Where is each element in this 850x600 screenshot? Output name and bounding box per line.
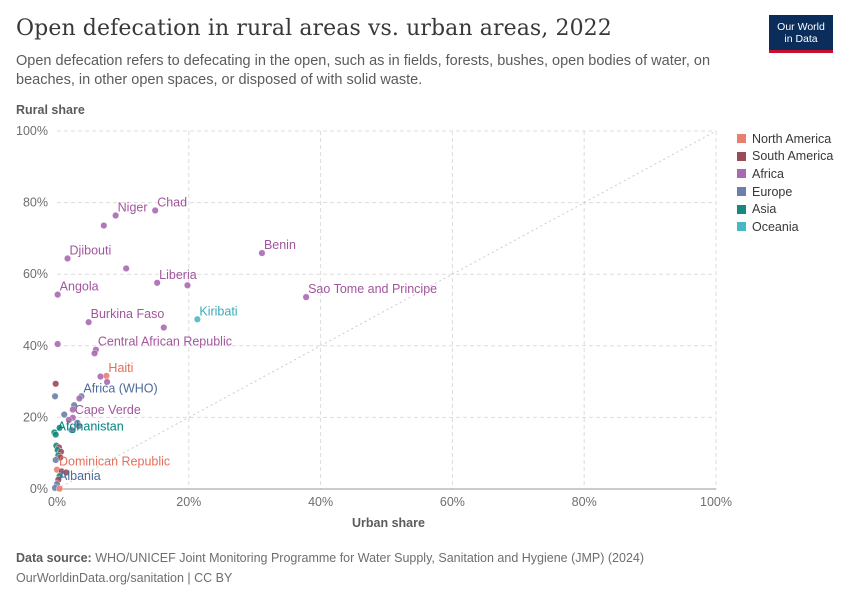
point[interactable] (75, 394, 83, 402)
x-tick-label: 80% (572, 495, 597, 509)
point-label-africa-who-: Africa (WHO) (83, 381, 157, 395)
point-label-central-african-republic: Central African Republic (98, 335, 232, 349)
x-tick-label: 0% (48, 495, 66, 509)
chart-subtitle: Open defecation refers to defecating in … (16, 53, 711, 88)
point-burkina-faso[interactable] (85, 318, 93, 326)
x-tick-label: 40% (308, 495, 333, 509)
point[interactable] (91, 349, 99, 357)
logo-line-2: in Data (784, 33, 818, 45)
points-layer (50, 206, 310, 493)
axis-layer: 0% 20% 40% 60% 80% 100% 0% 20% 40% 60% 80% 100% (16, 124, 732, 509)
point-label-cape-verde: Cape Verde (75, 403, 141, 417)
y-tick-label: 40% (23, 339, 48, 353)
y-axis-title: Rural share (16, 103, 85, 117)
point[interactable] (54, 340, 62, 348)
legend-label: North America (752, 131, 832, 146)
point-chad[interactable] (151, 206, 159, 214)
point-label-burkina-faso: Burkina Faso (91, 307, 165, 321)
legend-swatch (737, 169, 746, 179)
legend-item-oceania[interactable]: Oceania (737, 218, 833, 236)
point-afghanistan[interactable] (52, 431, 60, 439)
point-djibouti[interactable] (64, 254, 72, 262)
point[interactable] (51, 392, 59, 400)
point[interactable] (160, 324, 168, 332)
point[interactable] (69, 406, 77, 414)
point-label-angola: Angola (60, 280, 99, 294)
legend-swatch (737, 134, 746, 144)
y-tick-label: 100% (16, 124, 48, 138)
point-angola[interactable] (54, 291, 62, 299)
legend-item-asia[interactable]: Asia (737, 200, 833, 218)
point[interactable] (62, 469, 70, 477)
point[interactable] (56, 485, 64, 493)
point-label-sao-tome-and-principe: Sao Tome and Principe (308, 282, 437, 296)
x-tick-label: 100% (700, 495, 732, 509)
labels-layer: Chad Niger Djibouti Benin Liberia Angola Sao T… (58, 195, 437, 483)
legend-label: South America (752, 149, 834, 164)
point-label-kiribati: Kiribati (199, 304, 237, 318)
legend-item-africa[interactable]: Africa (737, 165, 833, 183)
legend-item-europe[interactable]: Europe (737, 183, 833, 201)
point[interactable] (96, 373, 104, 381)
point[interactable] (52, 456, 60, 464)
x-tick-label: 60% (440, 495, 465, 509)
x-axis-title: Urban share (352, 516, 425, 530)
point[interactable] (100, 222, 108, 230)
grid-layer (56, 130, 717, 490)
legend-swatch (737, 151, 746, 161)
point[interactable] (103, 378, 111, 386)
point[interactable] (52, 380, 60, 388)
legend-label: Oceania (752, 219, 799, 234)
point[interactable] (183, 281, 191, 289)
y-tick-label: 60% (23, 267, 48, 281)
legend-item-north-america[interactable]: North America (737, 130, 833, 148)
y-tick-label: 0% (30, 482, 48, 496)
point[interactable] (56, 424, 64, 432)
point-label-haiti: Haiti (108, 361, 133, 375)
y-tick-label: 80% (23, 196, 48, 210)
source-label: Data source: (16, 551, 92, 565)
legend-label: Africa (752, 166, 784, 181)
point-label-liberia: Liberia (159, 268, 197, 282)
y-tick-label: 20% (23, 410, 48, 424)
point-niger[interactable] (112, 211, 120, 219)
point-label-albania: Albania (59, 469, 101, 483)
point-label-niger: Niger (118, 200, 148, 214)
legend-swatch (737, 204, 746, 214)
point-sao-tome-and-principe[interactable] (302, 293, 310, 301)
logo-line-1: Our World (777, 21, 825, 33)
point-label-afghanistan: Afghanistan (58, 420, 124, 434)
point-liberia[interactable] (153, 279, 161, 287)
legend-label: Europe (752, 184, 793, 199)
point-label-dominican-republic: Dominican Republic (59, 455, 170, 469)
legend: North America South America Africa Europe As… (737, 130, 833, 236)
chart-title: Open defecation in rural areas vs. urban… (16, 16, 612, 41)
footer-url[interactable]: OurWorldinData.org/sanitation | CC BY (16, 571, 233, 585)
point-benin[interactable] (258, 249, 266, 257)
point[interactable] (75, 422, 83, 430)
point[interactable] (122, 264, 130, 272)
point[interactable] (67, 426, 75, 434)
x-tick-label: 20% (176, 495, 201, 509)
footer: Data source: WHO/UNICEF Joint Monitoring… (16, 548, 644, 588)
owid-logo[interactable]: Our World in Data (769, 15, 833, 53)
legend-item-south-america[interactable]: South America (737, 148, 833, 166)
point[interactable] (60, 411, 68, 419)
point-label-benin: Benin (264, 238, 296, 252)
legend-swatch (737, 187, 746, 197)
point-label-chad: Chad (157, 195, 187, 209)
source-line: Data source: WHO/UNICEF Joint Monitoring… (16, 548, 644, 568)
point[interactable] (65, 416, 73, 424)
point-kiribati[interactable] (193, 315, 201, 323)
source-text: WHO/UNICEF Joint Monitoring Programme fo… (91, 551, 645, 565)
point-label-djibouti: Djibouti (70, 243, 112, 257)
legend-label: Asia (752, 202, 777, 217)
legend-swatch (737, 222, 746, 232)
